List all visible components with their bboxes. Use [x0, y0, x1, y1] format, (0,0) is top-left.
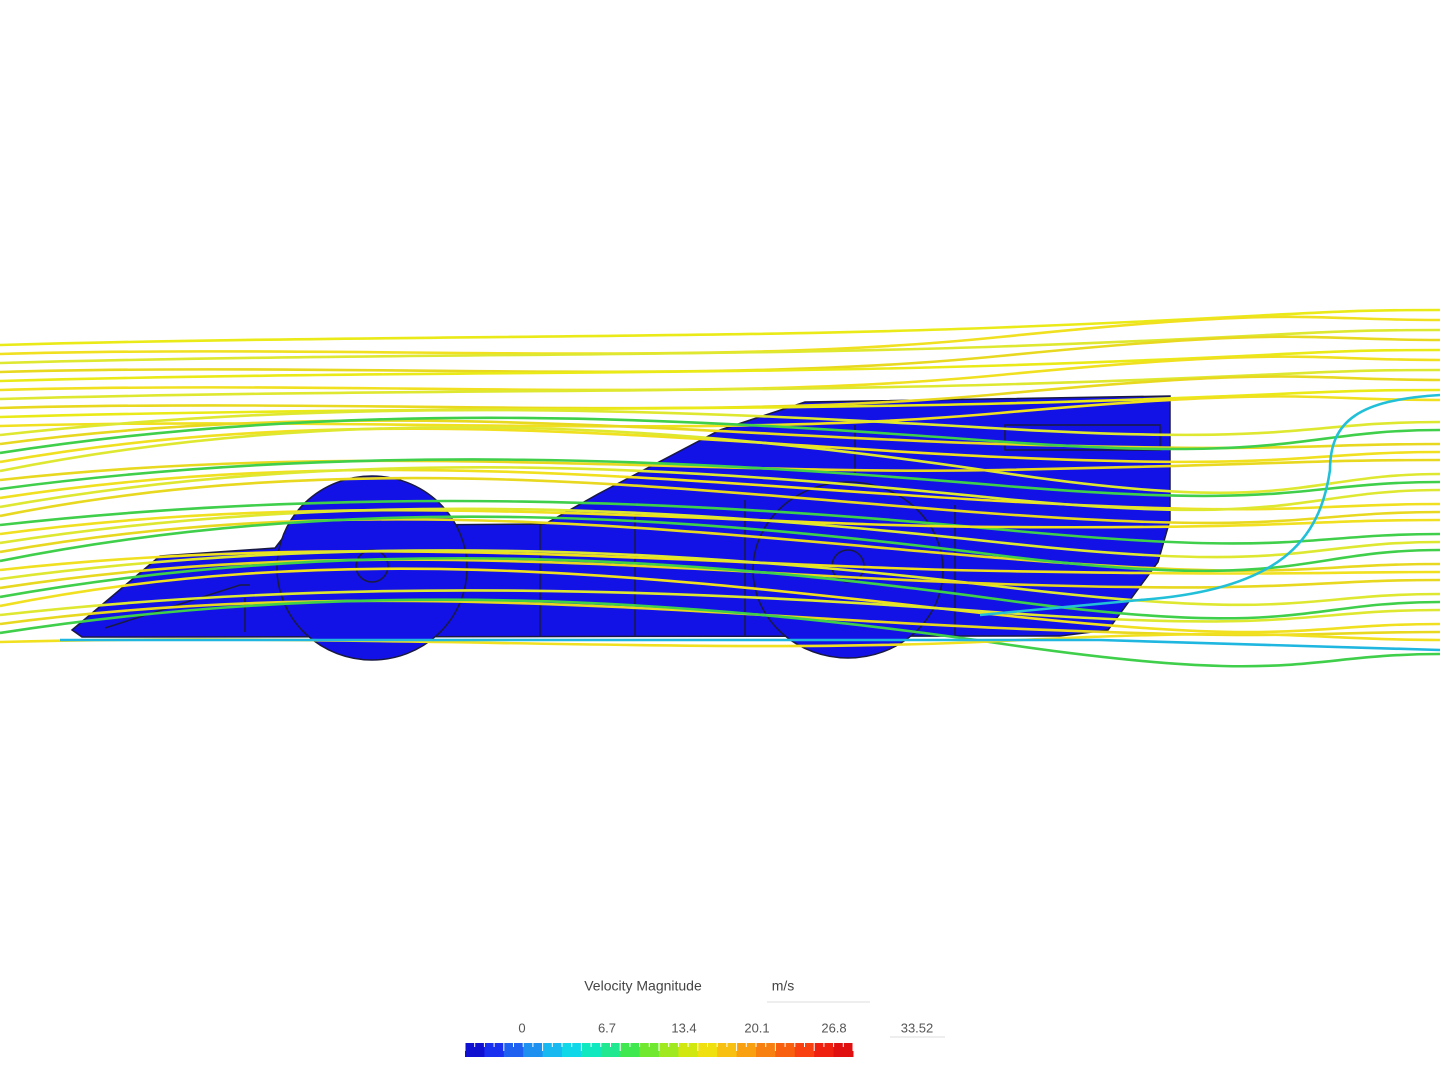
streamline	[0, 589, 1440, 623]
color-bar-segment	[717, 1043, 738, 1057]
color-bar-segment	[697, 1043, 718, 1057]
streamline	[0, 458, 1440, 482]
legend-title: Velocity Magnitude	[584, 978, 702, 994]
streamline	[0, 598, 1440, 668]
streamline	[0, 558, 1440, 590]
color-bar-segment	[794, 1043, 815, 1057]
color-bar-segment	[833, 1043, 854, 1057]
streamline	[0, 507, 1440, 559]
color-bar-segment	[775, 1043, 796, 1057]
legend-tick-label: 20.1	[744, 1020, 769, 1035]
streamline	[0, 599, 1440, 637]
color-bar	[464, 1043, 854, 1057]
color-bar-segment	[736, 1043, 757, 1057]
streamline	[0, 355, 1440, 392]
legend-tick-label: 6.7	[598, 1020, 616, 1035]
streamline	[0, 468, 1440, 511]
streamline	[0, 556, 1440, 620]
legend-tick-label: 13.4	[671, 1020, 696, 1035]
color-bar-segment	[465, 1043, 485, 1057]
streamline	[0, 427, 1440, 464]
color-bar-segment	[484, 1043, 505, 1057]
color-bar-segment	[542, 1043, 563, 1057]
color-bar-segment	[600, 1043, 621, 1057]
streamline	[0, 315, 1440, 356]
legend-unit: m/s	[772, 978, 795, 994]
streamline	[0, 476, 1440, 525]
streamline	[0, 388, 1440, 419]
streamline	[0, 375, 1440, 410]
streamline	[0, 465, 1440, 512]
streamline	[0, 408, 1440, 437]
color-bar-segment	[523, 1043, 544, 1057]
streamline	[0, 416, 1440, 455]
color-bar-segment	[639, 1043, 660, 1057]
streamline	[0, 567, 1440, 634]
color-bar-segment	[562, 1043, 582, 1057]
streamline	[0, 419, 1440, 450]
streamline	[0, 550, 1440, 575]
streamline	[0, 499, 1440, 545]
color-legend: Velocity Magnitude m/s 0 6.7 13.4 20.1 26.8 3…	[464, 978, 945, 1057]
streamlines	[0, 308, 1440, 668]
legend-tick-label: 33.52	[901, 1020, 934, 1035]
color-bar-segment	[581, 1043, 602, 1057]
wake-streamline	[979, 393, 1440, 617]
streamline	[0, 308, 1440, 347]
streamline	[0, 518, 1440, 572]
color-bar-segment	[678, 1043, 699, 1057]
streamline	[0, 458, 1440, 498]
color-bar-segment	[814, 1043, 835, 1057]
color-bar-segment	[659, 1043, 679, 1057]
streamline	[0, 425, 1440, 495]
legend-tick-label: 26.8	[821, 1020, 846, 1035]
wake-streamline	[60, 638, 1440, 652]
color-bar-segment	[620, 1043, 641, 1057]
color-bar-segment	[756, 1043, 776, 1057]
legend-tick-label: 0	[518, 1020, 525, 1035]
color-bar-segment	[503, 1043, 524, 1057]
streamline	[0, 515, 1440, 573]
streamline	[0, 348, 1440, 383]
streamline	[0, 549, 1440, 607]
streamline	[0, 328, 1440, 365]
streamline	[0, 335, 1440, 374]
streamline	[0, 368, 1440, 401]
